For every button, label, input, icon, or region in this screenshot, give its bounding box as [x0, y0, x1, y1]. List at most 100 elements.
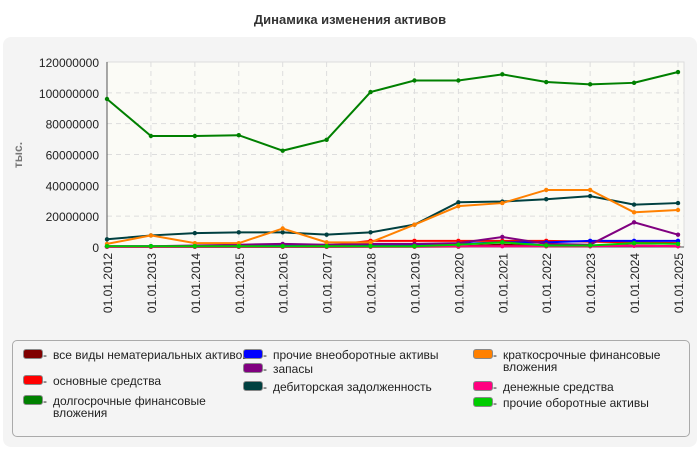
data-point — [236, 230, 241, 235]
data-point — [192, 230, 198, 236]
data-point — [631, 80, 637, 86]
data-point — [192, 244, 198, 249]
legend-dash: - — [493, 396, 497, 410]
x-tick-label: 01.01.2014 — [189, 253, 203, 313]
series-line — [107, 241, 679, 248]
data-point — [280, 244, 285, 249]
legend-dash: - — [493, 348, 497, 362]
data-point — [412, 78, 417, 83]
data-point — [368, 244, 373, 249]
x-tick-label: 01.01.2025 — [672, 253, 686, 313]
legend-label: прочие оборотные активы — [503, 396, 649, 410]
data-point — [456, 242, 461, 247]
data-point — [587, 238, 593, 244]
legend-swatch — [473, 349, 493, 359]
data-point — [368, 89, 373, 95]
x-tick-label: 01.01.2023 — [584, 253, 598, 313]
data-point — [236, 244, 241, 249]
legend-dash: - — [43, 374, 47, 388]
legend-swatch — [23, 349, 43, 359]
legend-item: - все виды нематериальных активов — [23, 349, 253, 361]
legend-swatch — [23, 395, 43, 405]
x-tick-label: 01.01.2021 — [496, 253, 510, 313]
legend-dash: - — [43, 394, 47, 408]
legend-swatch — [243, 363, 263, 373]
data-point — [104, 237, 110, 242]
data-point — [456, 200, 461, 205]
data-point — [587, 82, 593, 87]
data-point — [544, 187, 549, 193]
y-tick-label: 80000000 — [46, 118, 100, 132]
data-point — [236, 133, 241, 138]
legend-dash: - — [263, 348, 267, 362]
legend-label: долгосрочные финансовые вложения — [53, 394, 206, 420]
x-tick-label: 01.01.2013 — [145, 253, 159, 313]
legend: - все виды нематериальных активов - основны… — [12, 340, 690, 437]
data-point — [500, 72, 505, 77]
legend-swatch — [23, 375, 43, 385]
legend-label: денежные средства — [503, 380, 614, 394]
legend-item: - прочие внеоборотные активы — [243, 348, 473, 362]
data-point — [236, 240, 241, 246]
legend-swatch — [473, 381, 493, 391]
y-tick-label: 60000000 — [46, 149, 100, 163]
data-point — [587, 187, 593, 193]
data-point — [587, 243, 593, 248]
data-point — [324, 137, 329, 143]
legend-label: основные средства — [53, 374, 162, 388]
legend-label: краткосрочные финансовые вложения — [503, 348, 661, 374]
data-point — [104, 244, 110, 249]
legend-dash: - — [493, 380, 497, 394]
data-point — [631, 240, 637, 246]
data-point — [631, 220, 637, 225]
data-point — [280, 148, 285, 153]
y-tick-label: 40000000 — [46, 179, 100, 193]
chart-title: Динамика изменения активов — [253, 12, 447, 27]
data-point — [675, 200, 681, 206]
data-point — [675, 232, 681, 237]
legend-item: - прочие оборотные активы — [473, 396, 700, 410]
data-point — [500, 200, 505, 206]
legend-label: запасы — [273, 362, 313, 376]
data-point — [148, 233, 154, 238]
x-tick-label: 01.01.2012 — [101, 253, 115, 313]
x-tick-label: 01.01.2024 — [628, 253, 642, 313]
legend-dash: - — [263, 362, 267, 376]
data-point — [412, 238, 417, 244]
data-point — [280, 230, 285, 235]
data-point — [500, 240, 505, 245]
legend-label: прочие внеоборотные активы — [273, 348, 439, 362]
legend-swatch — [243, 349, 263, 359]
series-line — [106, 71, 679, 152]
data-point — [324, 240, 329, 245]
legend-dash: - — [43, 348, 47, 362]
data-point — [544, 243, 549, 248]
data-point — [412, 244, 417, 249]
y-axis-label: тыс. — [11, 142, 25, 168]
x-tick-label: 01.01.2017 — [321, 253, 335, 313]
data-point — [544, 197, 549, 202]
x-tick-label: 01.01.2015 — [233, 253, 247, 313]
data-point — [148, 133, 154, 139]
y-tick-label: 120000000 — [39, 56, 99, 70]
data-point — [192, 133, 198, 139]
x-tick-label: 01.01.2022 — [540, 253, 554, 313]
legend-item: - краткосрочные финансовые вложения — [473, 348, 700, 374]
x-tick-label: 01.01.2019 — [408, 253, 422, 313]
data-point — [412, 222, 417, 227]
legend-item: - долгосрочные финансовые вложения — [23, 394, 253, 420]
data-point — [631, 202, 637, 207]
legend-label: дебиторская задолженность — [273, 380, 432, 394]
data-point — [587, 193, 593, 199]
legend-item: - денежные средства — [473, 380, 700, 394]
data-point — [675, 69, 681, 75]
y-tick-label: 20000000 — [46, 210, 100, 224]
data-point — [368, 240, 373, 245]
legend-dash: - — [263, 380, 267, 394]
data-point — [675, 238, 681, 244]
data-point — [192, 240, 198, 246]
legend-swatch — [473, 397, 493, 407]
y-tick-label: 100000000 — [39, 87, 99, 101]
data-point — [280, 226, 285, 231]
